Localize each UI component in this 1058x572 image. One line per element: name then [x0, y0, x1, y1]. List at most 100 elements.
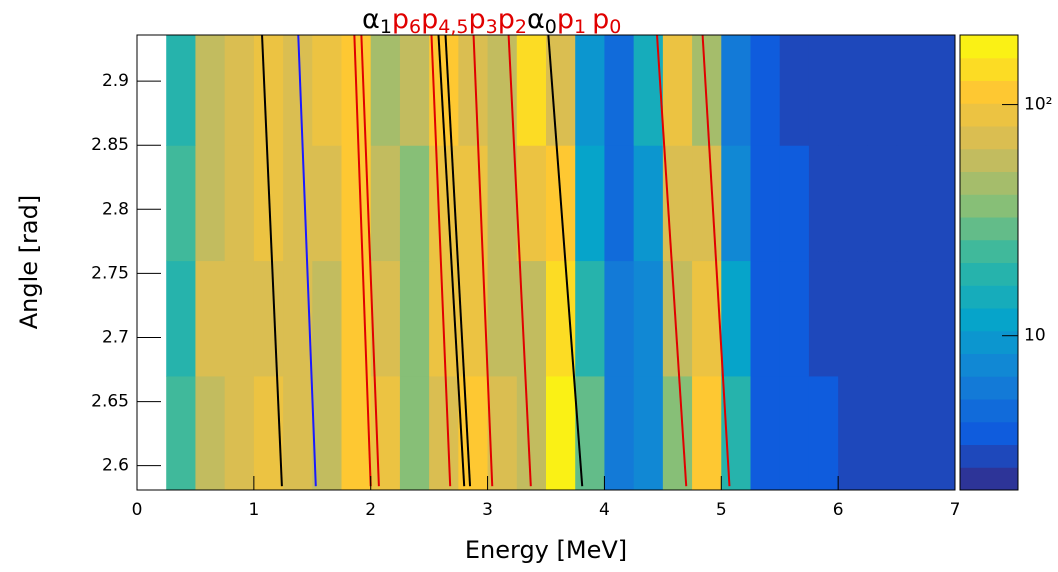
heatmap-cell — [838, 35, 868, 146]
heatmap-cell — [224, 35, 255, 146]
heatmap-cell — [458, 145, 489, 262]
colorbar-band — [960, 171, 1018, 195]
colorbar-band — [960, 399, 1018, 423]
heatmap-cell — [516, 145, 547, 262]
peak-label: p — [557, 4, 574, 35]
heatmap-cell — [692, 375, 722, 491]
heatmap-cell — [867, 35, 898, 146]
kinematic-curve — [353, 34, 372, 487]
heatmap-cell — [808, 375, 839, 491]
colorbar-band — [960, 239, 1018, 263]
heatmap-cell — [166, 35, 196, 146]
heatmap-cell — [896, 375, 927, 491]
colorbar-band — [960, 308, 1018, 332]
heatmap-cell — [925, 35, 956, 146]
heatmap-cell — [633, 260, 664, 377]
colorbar-band — [960, 262, 1018, 286]
heatmap-cell — [370, 260, 401, 377]
heatmap-cell — [692, 145, 722, 262]
heatmap-cell — [896, 145, 927, 262]
heatmap-cell — [195, 145, 226, 262]
heatmap-cell — [166, 375, 196, 491]
colorbar-band — [960, 126, 1018, 150]
heatmap-cell — [925, 260, 956, 377]
peak-label-subscript: 6 — [409, 16, 421, 38]
heatmap-cell — [458, 35, 489, 146]
heatmap-cell — [867, 145, 898, 262]
colorbar-band — [960, 376, 1018, 400]
colorbar-band — [960, 148, 1018, 172]
colorbar-band — [960, 421, 1018, 445]
kinematic-curve — [656, 34, 688, 487]
heatmap-cell — [721, 145, 751, 262]
peak-label: p — [421, 4, 438, 35]
kinematic-curve — [507, 34, 532, 487]
colorbar-band — [960, 217, 1018, 241]
heatmap-cell — [604, 35, 635, 146]
heatmap-cell — [370, 145, 401, 262]
kinematic-curve — [261, 34, 283, 487]
heatmap-cell — [896, 35, 927, 146]
colorbar-band — [960, 285, 1018, 309]
colorbar-frame — [959, 34, 1019, 491]
x-tick-label: 2 — [365, 500, 376, 520]
kinematic-curve — [360, 34, 380, 487]
x-tick-label: 0 — [132, 500, 143, 520]
heatmap-cell — [604, 375, 635, 491]
heatmap-cell — [867, 375, 898, 491]
peak-label-subscript: 0 — [609, 16, 621, 38]
heatmap-cell — [546, 35, 576, 146]
peak-label: p — [392, 4, 409, 35]
peak-label-subscript: 1 — [380, 16, 392, 38]
heatmap-cell — [838, 260, 868, 377]
heatmap-cell — [692, 35, 722, 146]
heatmap-cell — [516, 35, 547, 146]
heatmap-cell — [750, 145, 781, 262]
y-axis-label: Angle [rad] — [15, 195, 43, 329]
heatmap-cell — [721, 35, 751, 146]
kinematic-curve — [472, 34, 494, 487]
heatmap-cell — [575, 375, 605, 491]
heatmap-cell — [779, 35, 810, 146]
x-axis-label: Energy [MeV] — [465, 536, 627, 564]
heatmap-cell — [166, 260, 196, 377]
colorbar-band — [960, 330, 1018, 354]
colorbar-band — [960, 80, 1018, 104]
peak-label: p — [469, 4, 486, 35]
heatmap-cell — [808, 35, 839, 146]
heatmap-cell — [166, 145, 196, 262]
heatmap-cell — [575, 260, 605, 377]
kinematic-curve — [437, 34, 466, 487]
y-tick-label: 2.85 — [91, 135, 129, 155]
y-tick-label: 2.65 — [91, 392, 129, 412]
colorbar-band — [960, 444, 1018, 468]
heatmap-cell — [838, 375, 868, 491]
x-tick-label: 4 — [599, 500, 610, 520]
heatmap-cell — [399, 145, 430, 262]
colorbar-band — [960, 353, 1018, 377]
heatmap-cell — [925, 375, 956, 491]
heatmap-cell — [195, 375, 226, 491]
y-tick-label: 2.9 — [102, 71, 129, 91]
kinematic-curve — [547, 34, 584, 487]
heatmap-cell — [750, 35, 781, 146]
peak-label-subscript: 1 — [574, 16, 586, 38]
peak-labels: α1​p6​p4,5​p3​p2​α0​p1​p0​ — [362, 4, 621, 38]
y-tick-label: 2.6 — [102, 456, 129, 476]
peak-label: α — [362, 4, 380, 35]
heatmap-cell — [253, 260, 284, 377]
heatmap-cell — [224, 260, 255, 377]
heatmap-cell — [312, 375, 342, 491]
heatmap-cell — [370, 35, 401, 146]
heatmap-cell — [779, 145, 810, 262]
colorbar-band — [960, 194, 1018, 218]
kinematic-curve — [444, 34, 472, 487]
y-tick-label: 2.7 — [102, 327, 129, 347]
heatmap-cell — [487, 260, 518, 377]
x-tick-label: 7 — [950, 500, 961, 520]
peak-label-subscript: 0 — [545, 16, 557, 38]
peak-label: α — [527, 4, 545, 35]
plot-frame — [136, 34, 956, 491]
heatmap-cell — [662, 35, 693, 146]
